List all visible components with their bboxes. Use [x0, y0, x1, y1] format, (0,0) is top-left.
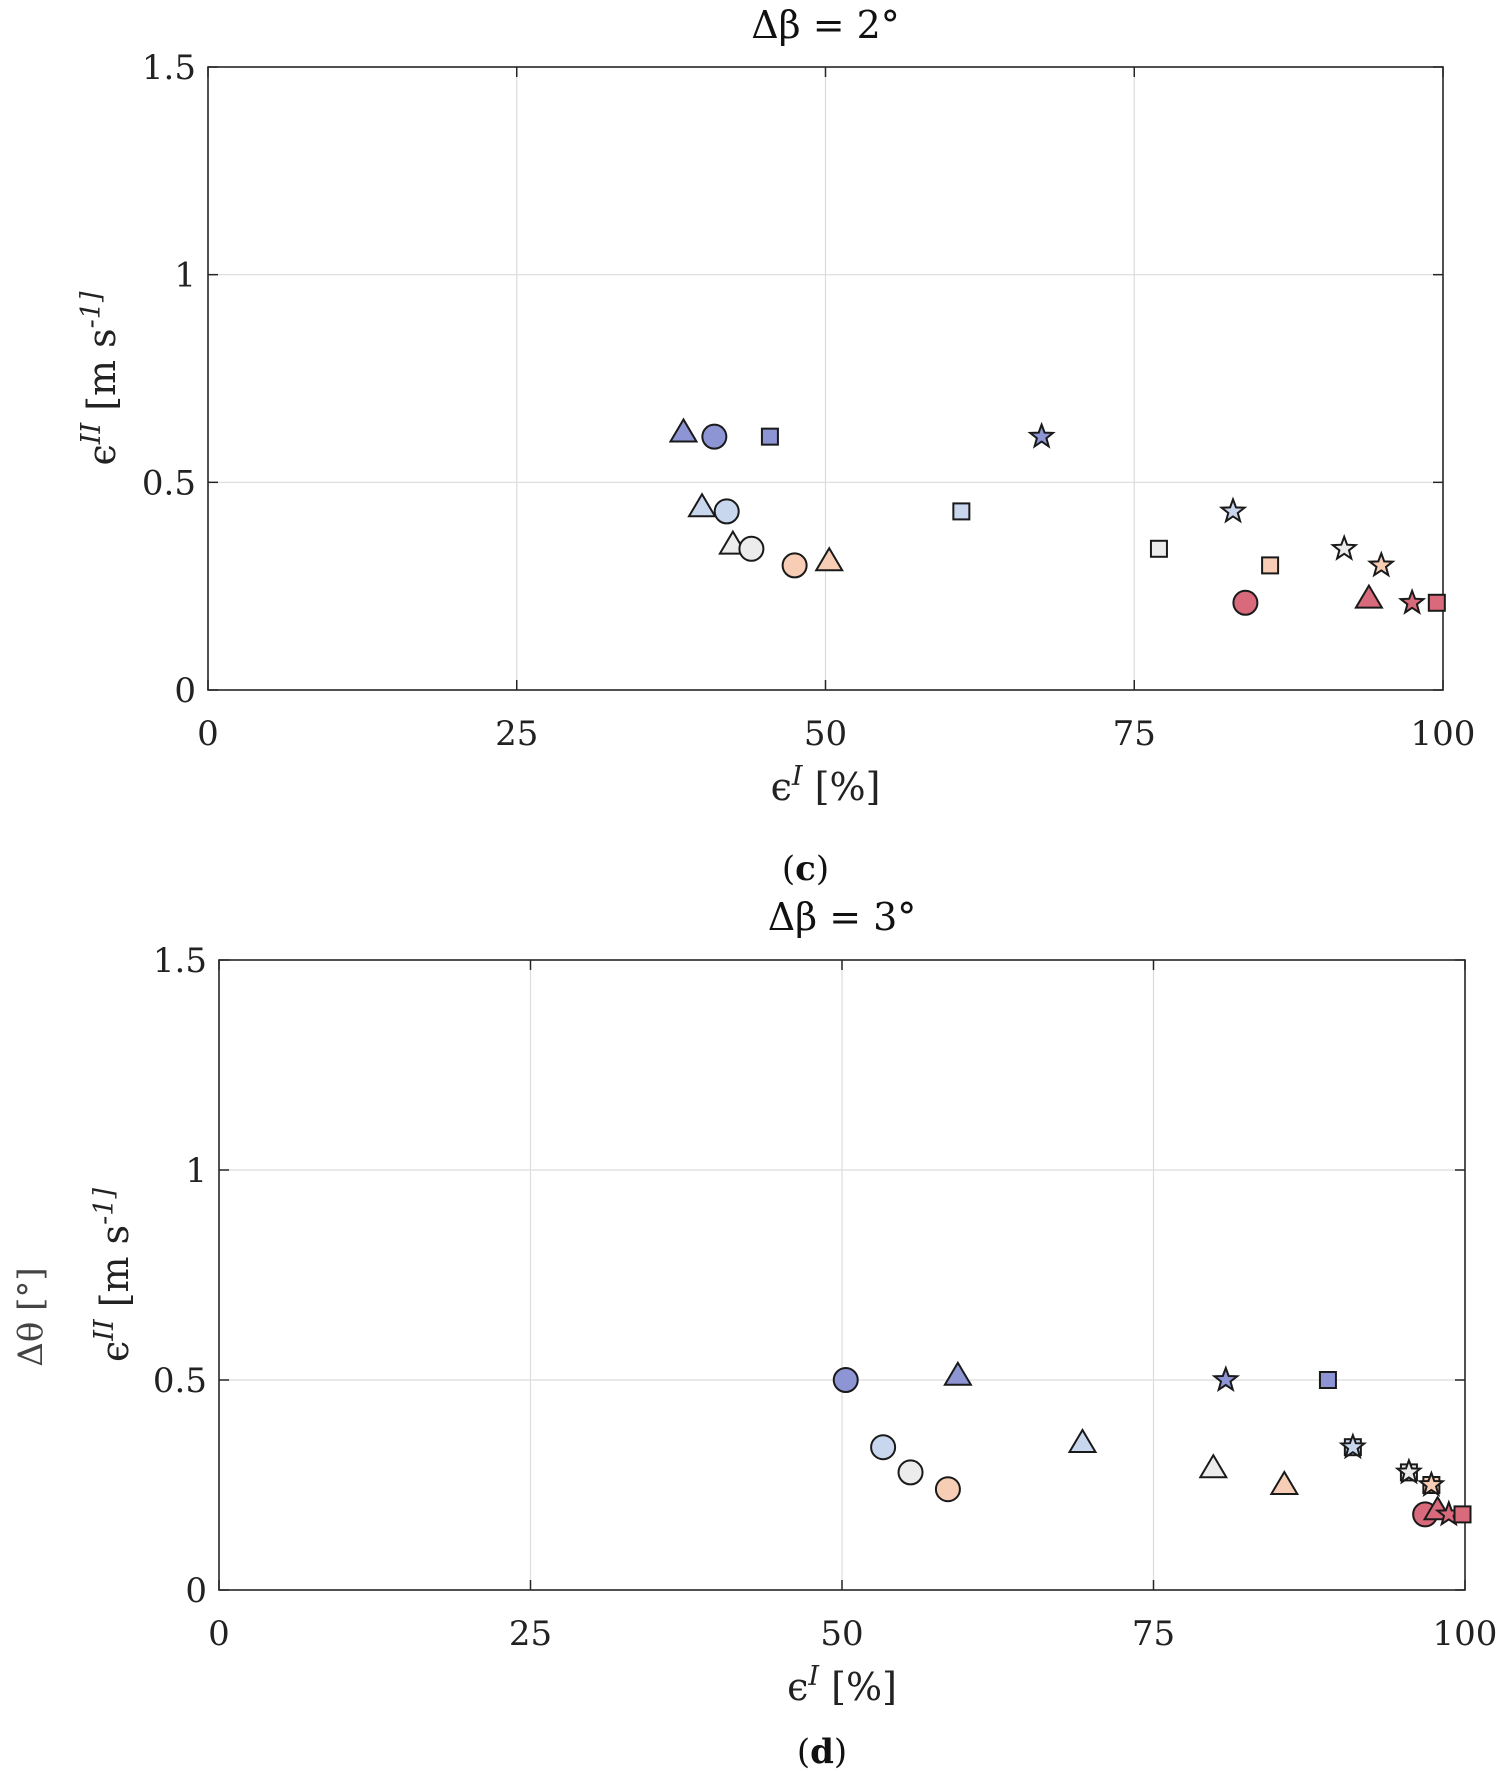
chart-title: Δβ = 3° [768, 895, 917, 939]
x-tick-label: 75 [1132, 1614, 1175, 1654]
x-tick-label: 0 [208, 1614, 230, 1654]
x-tick-label: 25 [495, 714, 538, 754]
y-tick-label: 1 [174, 256, 196, 296]
y-tick-label: 1 [185, 1151, 207, 1191]
data-point-star [1338, 1432, 1368, 1460]
x-tick-label: 100 [1433, 1614, 1498, 1654]
panel-c: 0 25 50 75 100 0 0.5 1 1.5 Δβ = 2° ϵI [%] ϵII [m s-… [76, 3, 1476, 889]
data-point-circle [713, 498, 740, 525]
data-point-circle [1232, 589, 1259, 616]
data-point-circle [738, 535, 765, 562]
panel-d: 0 25 50 75 100 0 0.5 1 1.5 Δβ = 3° ϵI [%] ϵII [m s-… [11, 895, 1497, 1771]
data-point-triangle [1354, 583, 1384, 609]
data-point-triangle [1269, 1470, 1300, 1495]
data-point-circle [781, 552, 808, 579]
data-point-triangle [943, 1360, 973, 1386]
data-point-circle [870, 1434, 897, 1461]
x-tick-label: 25 [509, 1614, 552, 1654]
data-point-square [760, 427, 779, 446]
data-point-square [1427, 593, 1446, 612]
x-tick-label: 50 [820, 1614, 863, 1654]
y-tick-label: 0 [174, 671, 196, 711]
x-axis-label: ϵI [%] [787, 1661, 897, 1710]
data-point-star [1367, 550, 1396, 578]
data-point-triangle [687, 492, 717, 518]
y-tick-label: 0.5 [142, 463, 196, 503]
x-tick-label: 75 [1113, 714, 1156, 754]
data-point-square [1261, 556, 1280, 575]
data-point-star [1211, 1365, 1240, 1393]
data-point-triangle [668, 417, 699, 443]
x-tick-label: 50 [804, 714, 847, 754]
data-point-star [1394, 1457, 1424, 1485]
y-tick-label: 1.5 [153, 941, 207, 981]
data-point-triangle [1198, 1453, 1229, 1479]
data-point-star [1218, 496, 1248, 524]
x-tick-label: 100 [1411, 714, 1476, 754]
data-point-circle [832, 1367, 859, 1393]
y-axis-label: ϵII [m s-1] [76, 291, 125, 465]
data-point-star [1397, 587, 1427, 615]
panel-caption: (c) [782, 849, 829, 889]
data-point-triangle [1067, 1428, 1098, 1453]
chart-title: Δβ = 2° [751, 3, 900, 47]
data-point-star [1330, 533, 1359, 561]
overlay-y-axis-label: Δθ [°] [11, 1267, 51, 1366]
data-point-triangle [814, 546, 844, 572]
y-tick-label: 0 [185, 1571, 207, 1611]
y-axis-label: ϵII [m s-1] [89, 1188, 138, 1362]
y-tick-label: 1.5 [142, 48, 196, 88]
y-tick-label: 0.5 [153, 1361, 207, 1401]
data-point-circle [934, 1476, 961, 1503]
data-point-square [1453, 1505, 1472, 1524]
data-point-square [1149, 539, 1168, 558]
x-tick-label: 0 [197, 714, 219, 754]
x-axis-label: ϵI [%] [771, 761, 881, 810]
data-point-circle [701, 423, 728, 450]
data-point-star [1417, 1470, 1446, 1498]
data-point-square [952, 502, 971, 521]
panel-caption: (d) [797, 1732, 847, 1771]
data-point-star [1027, 421, 1056, 449]
data-point-circle [897, 1459, 924, 1486]
data-point-square [1318, 1371, 1337, 1389]
